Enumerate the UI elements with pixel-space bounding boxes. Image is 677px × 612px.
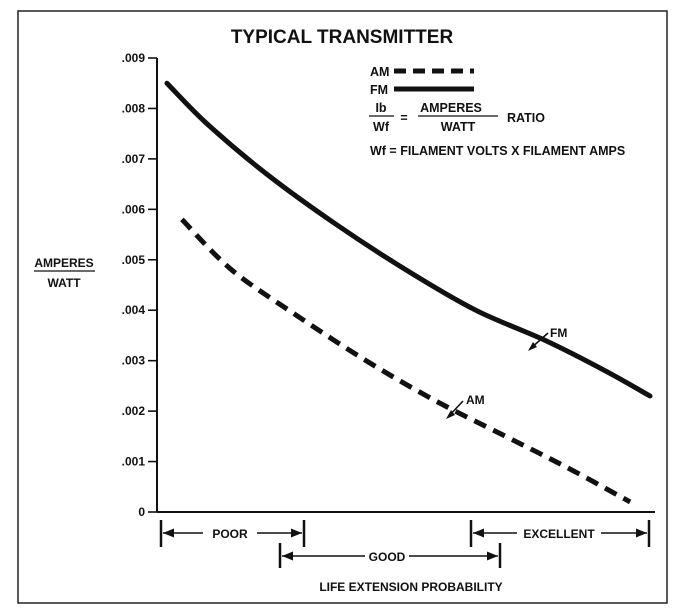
legend-label-fm: FM	[370, 83, 388, 97]
y-tick-label: .005	[122, 253, 146, 267]
range-good-arrow-right	[487, 551, 498, 561]
range-poor-arrow-right	[291, 528, 302, 538]
y-tick-label: .006	[122, 202, 146, 216]
y-tick-label: .004	[122, 303, 146, 317]
am-annotation-label: AM	[466, 393, 485, 407]
y-ticks: .001 .002 .003 .004 .005 .006 .007 .008 .009 0	[122, 51, 157, 519]
range-excellent: EXCELLENT	[469, 520, 651, 547]
y-tick-label: .009	[122, 51, 146, 65]
range-good-arrow-left	[282, 551, 293, 561]
legend: AM FM Ib Wf = AMPERES WATT RATIO Wf = FI…	[369, 65, 625, 158]
legend-ratio-lhs-den: Wf	[373, 120, 390, 134]
range-excellent-label: EXCELLENT	[523, 527, 595, 541]
y-tick-label: .007	[122, 152, 146, 166]
range-poor-label: POOR	[212, 527, 248, 541]
range-excellent-arrow-left	[473, 528, 484, 538]
range-good: GOOD	[278, 543, 502, 568]
series-line-am	[180, 217, 632, 505]
y-axis-label-denominator: WATT	[47, 276, 81, 290]
range-poor-arrow-left	[163, 528, 174, 538]
legend-ratio-rhs-den: WATT	[441, 120, 476, 134]
y-tick-label: .008	[122, 101, 146, 115]
legend-ratio-equals: =	[400, 111, 407, 125]
range-good-label: GOOD	[369, 550, 406, 564]
chart-frame	[17, 10, 668, 604]
x-axis-label: LIFE EXTENSION PROBABILITY	[319, 580, 502, 594]
series-line-fm	[164, 80, 653, 399]
y-tick-label: 0	[138, 505, 145, 519]
fm-annotation-arrowhead	[528, 342, 537, 351]
y-tick-label: .002	[122, 404, 146, 418]
legend-label-am: AM	[370, 65, 389, 79]
y-tick-label: .001	[122, 455, 146, 469]
legend-ratio-suffix: RATIO	[507, 111, 545, 125]
fm-annotation-label: FM	[550, 326, 567, 340]
range-excellent-arrow-right	[636, 528, 647, 538]
legend-ratio-rhs-num: AMPERES	[420, 101, 482, 115]
y-tick-label: .003	[122, 354, 146, 368]
chart-title: TYPICAL TRANSMITTER	[231, 27, 454, 48]
range-poor: POOR	[159, 520, 306, 547]
legend-definition: Wf = FILAMENT VOLTS X FILAMENT AMPS	[370, 144, 625, 158]
am-annotation-arrowhead	[446, 410, 455, 419]
legend-ratio-lhs-num: Ib	[375, 101, 386, 115]
y-axis-label-numerator: AMPERES	[34, 256, 93, 270]
